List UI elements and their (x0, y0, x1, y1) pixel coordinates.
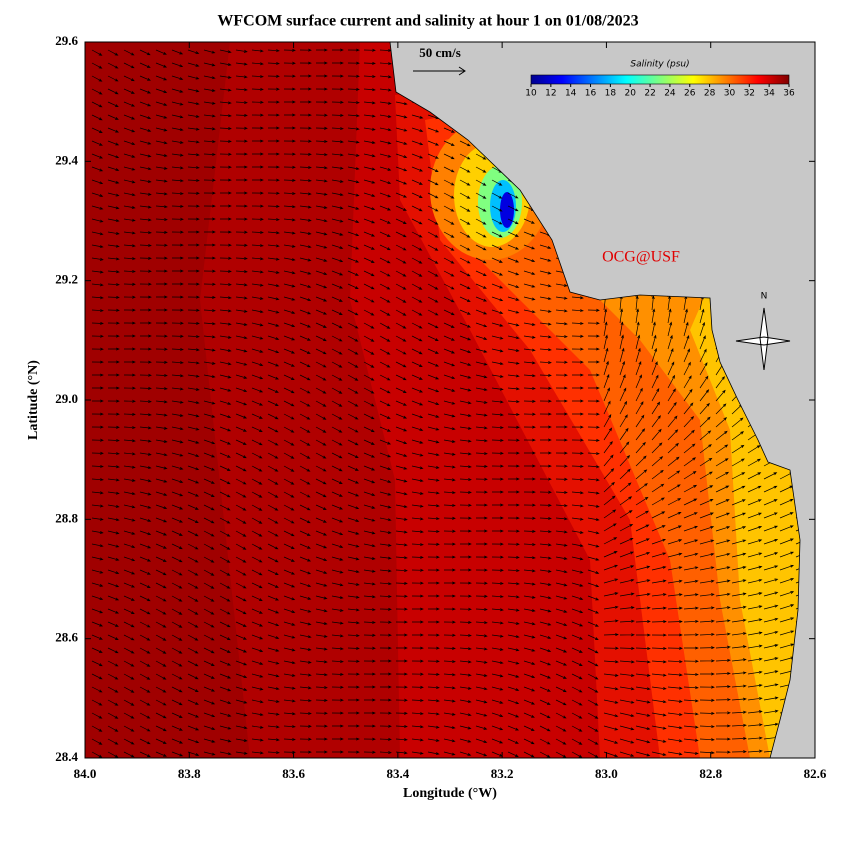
north-label: N (761, 292, 768, 302)
colorbar-title: Salinity (psu) (630, 60, 689, 70)
x-tick-label: 82.8 (699, 766, 722, 781)
north-arrow (735, 307, 791, 371)
x-tick-label: 83.2 (491, 766, 514, 781)
y-tick-label: 28.4 (55, 749, 78, 764)
colorbar-tick-label: 36 (783, 89, 795, 99)
x-tick-label: 83.4 (386, 766, 409, 781)
scale-arrow (413, 66, 466, 76)
x-tick-label: 83.8 (178, 766, 201, 781)
x-tick-label: 83.6 (282, 766, 305, 781)
colorbar-tick-label: 12 (545, 89, 556, 99)
current-arrow (91, 42, 811, 758)
title: WFCOM surface current and salinity at ho… (217, 13, 638, 30)
colorbar-tick-label: 28 (704, 89, 716, 99)
colorbar-tick-label: 16 (585, 89, 597, 99)
plume (500, 192, 514, 228)
colorbar-ticks: 10 12 14 16 18 20 22 24 26 28 30 32 34 36 (525, 84, 795, 99)
colorbar-tick-label: 34 (763, 89, 775, 99)
y-tick-label: 28.8 (55, 510, 78, 525)
y-axis-label: Latitude (°N) (26, 360, 41, 440)
colorbar-tick-label: 24 (664, 89, 676, 99)
colorbar-tick-label: 30 (724, 89, 736, 99)
colorbar-tick-label: 10 (525, 89, 537, 99)
land (389, 42, 815, 758)
salinity-band (85, 42, 250, 758)
colorbar-tick-label: 14 (565, 89, 577, 99)
axis-ticks: 84.0 83.8 83.6 83.4 83.2 83.0 82.8 82.6 28.4 28.6… (55, 33, 827, 781)
x-tick-label: 84.0 (74, 766, 97, 781)
current-arrows (91, 42, 811, 758)
y-tick-label: 28.6 (55, 630, 78, 645)
x-tick-label: 83.0 (595, 766, 618, 781)
credit: OCG@USF (602, 249, 680, 266)
colorbar-tick-label: 26 (684, 89, 696, 99)
colorbar-tick-label: 22 (644, 89, 655, 99)
colorbar-tick-label: 32 (744, 89, 755, 99)
scale-label: 50 cm/s (419, 45, 461, 60)
colorbar-tick-label: 18 (605, 89, 617, 99)
y-tick-label: 29.4 (55, 152, 78, 167)
x-axis-label: Longitude (°W) (403, 786, 497, 801)
y-tick-label: 29.0 (55, 391, 78, 406)
colorbar (530, 74, 790, 85)
y-tick-label: 29.2 (55, 272, 78, 287)
y-tick-label: 29.6 (55, 33, 78, 48)
colorbar-tick-label: 20 (625, 89, 637, 99)
salinity-field (85, 42, 815, 758)
x-tick-label: 82.6 (804, 766, 827, 781)
